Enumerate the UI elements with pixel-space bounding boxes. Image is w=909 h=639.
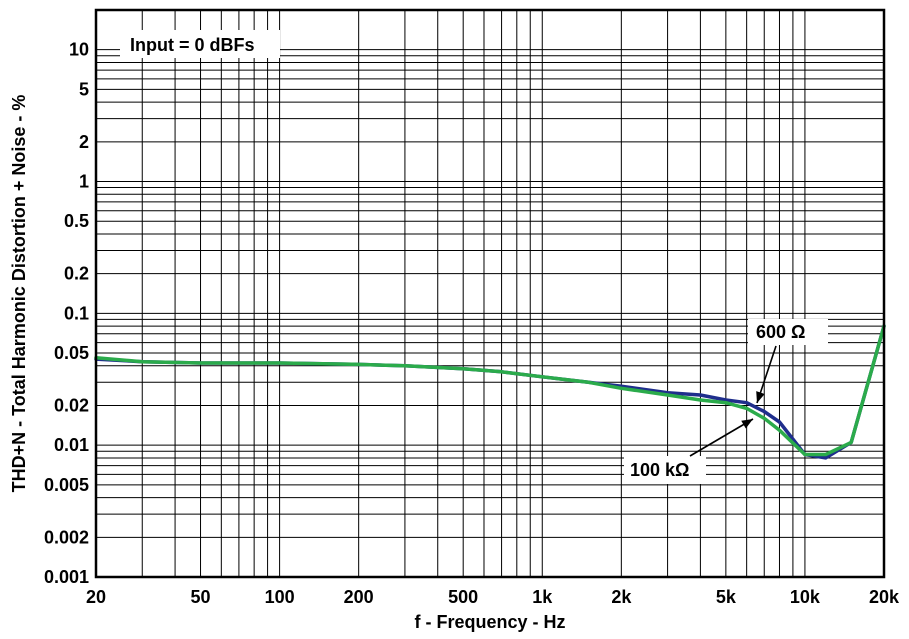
y-tick-label: 0.02 bbox=[54, 395, 89, 415]
label-100k-ohm-bg bbox=[624, 456, 706, 484]
y-tick-label: 10 bbox=[69, 40, 89, 60]
x-tick-label: 1k bbox=[532, 587, 553, 607]
arrow-600-ohm-head bbox=[756, 391, 765, 403]
y-tick-label: 0.2 bbox=[64, 264, 89, 284]
arrow-600-ohm bbox=[756, 345, 777, 404]
x-tick-label: 500 bbox=[448, 587, 478, 607]
x-tick-label: 100 bbox=[265, 587, 295, 607]
y-tick-label: 0.5 bbox=[64, 211, 89, 231]
y-tick-label: 0.002 bbox=[44, 527, 89, 547]
series-label-600-ohm: 600 Ω bbox=[756, 322, 805, 342]
label-600-ohm-bg bbox=[748, 319, 828, 345]
input-label-bg bbox=[120, 30, 280, 58]
series-layer bbox=[94, 324, 886, 460]
x-tick-label: 2k bbox=[611, 587, 632, 607]
y-tick-label: 0.001 bbox=[44, 567, 89, 587]
annotation-layer: Input = 0 dBFs 600 Ω 100 kΩ bbox=[120, 30, 828, 484]
plot-frame bbox=[94, 8, 886, 579]
x-tick-label: 5k bbox=[716, 587, 737, 607]
y-tick-label: 2 bbox=[79, 132, 89, 152]
series-line-100k-ohm bbox=[94, 324, 886, 457]
y-tick-label: 5 bbox=[79, 79, 89, 99]
grid-layer bbox=[96, 10, 884, 577]
x-tick-label: 20 bbox=[86, 587, 106, 607]
y-tick-label: 1 bbox=[79, 172, 89, 192]
series-label-100k-ohm: 100 kΩ bbox=[630, 460, 689, 480]
y-tick-label: 0.01 bbox=[54, 435, 89, 455]
input-level-label: Input = 0 dBFs bbox=[130, 35, 255, 55]
tick-layer: 20 50 100 200 500 1k 2k 5k 10k 20k 10 5 2 1 0.5 0.2 0.1 0… bbox=[44, 40, 900, 607]
arrow-100k-ohm-shaft bbox=[689, 418, 754, 457]
x-tick-label: 50 bbox=[191, 587, 211, 607]
arrow-100k-ohm bbox=[689, 418, 754, 457]
x-tick-label: 200 bbox=[344, 587, 374, 607]
x-axis-title: f - Frequency - Hz bbox=[414, 612, 565, 632]
series-line-600-ohm bbox=[94, 324, 886, 460]
x-tick-label: 20k bbox=[869, 587, 900, 607]
y-tick-label: 0.05 bbox=[54, 343, 89, 363]
y-tick-label: 0.1 bbox=[64, 303, 89, 323]
y-axis-title: THD+N - Total Harmonic Distortion + Nois… bbox=[9, 95, 29, 493]
y-tick-label: 0.005 bbox=[44, 475, 89, 495]
arrow-100k-ohm-head bbox=[741, 419, 753, 429]
x-tick-label: 10k bbox=[790, 587, 821, 607]
